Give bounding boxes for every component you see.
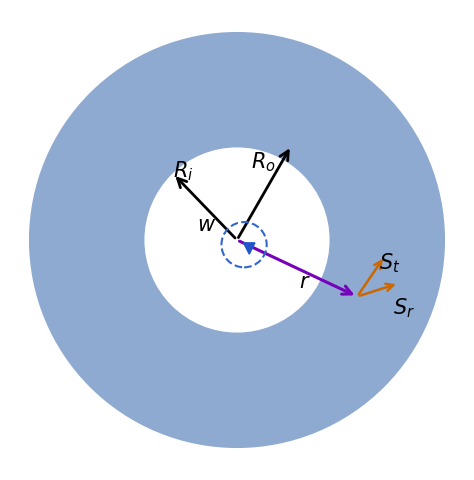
Text: $R_i$: $R_i$ xyxy=(173,160,193,183)
Text: $w$: $w$ xyxy=(197,216,216,235)
Polygon shape xyxy=(244,243,255,254)
Text: $r$: $r$ xyxy=(300,273,311,292)
Circle shape xyxy=(30,33,444,447)
Text: $R_o$: $R_o$ xyxy=(251,150,275,174)
Circle shape xyxy=(145,148,329,332)
Text: $S_t$: $S_t$ xyxy=(379,252,401,276)
Text: $S_r$: $S_r$ xyxy=(393,297,415,320)
